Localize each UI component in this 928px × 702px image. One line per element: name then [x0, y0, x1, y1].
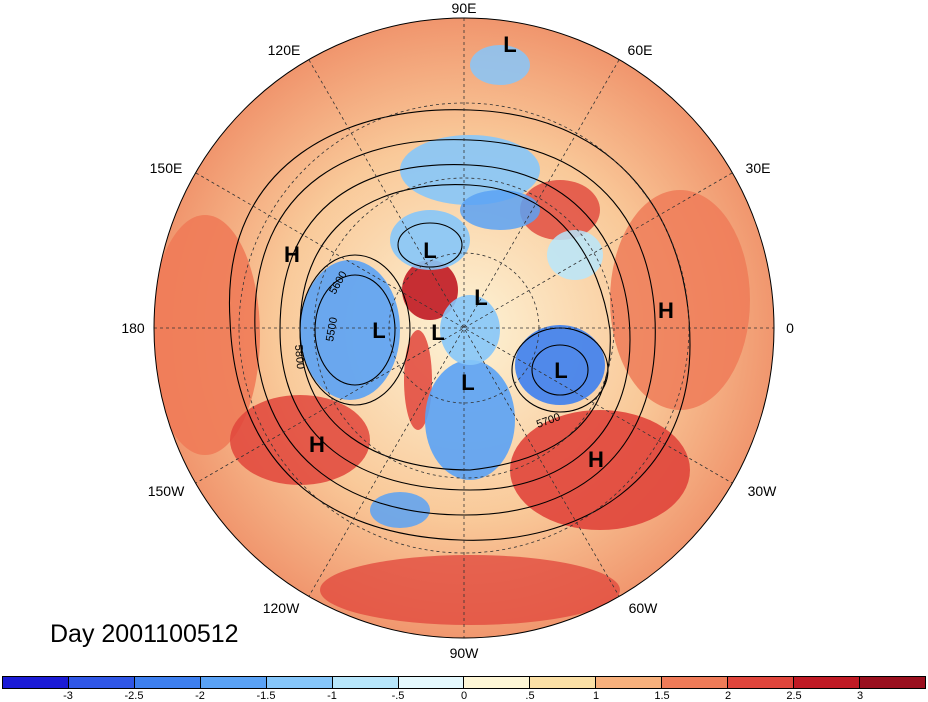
- contour-label: 5500: [324, 316, 340, 342]
- colorbar-tick-label: 1.5: [654, 690, 670, 702]
- low-center-label: L: [503, 32, 516, 57]
- lon-label-150e: 150E: [149, 160, 183, 176]
- low-center-label: L: [554, 358, 567, 383]
- colorbar-segment: [530, 677, 597, 688]
- high-center-label: H: [588, 447, 604, 472]
- lon-label-30e: 30E: [745, 160, 771, 176]
- colorbar-tick-label: .5: [525, 690, 535, 702]
- anomaly-field: [154, 18, 774, 638]
- colorbar-tick-label: -3: [63, 690, 73, 702]
- colorbar-tick-label: -2: [195, 690, 205, 702]
- colorbar-tick-label: -2.5: [124, 690, 144, 702]
- high-center-label: H: [658, 298, 674, 323]
- colorbar-tick-label: 2.5: [786, 690, 802, 702]
- colorbar-tick-label: 2: [724, 690, 732, 702]
- colorbar-segment: [200, 677, 267, 688]
- colorbar-tick-label: -1: [327, 690, 337, 702]
- low-center-label: L: [423, 238, 436, 263]
- colorbar-tick-label: -1.5: [256, 690, 276, 702]
- high-center-label: H: [309, 432, 325, 457]
- lon-label-90e: 90E: [451, 0, 477, 16]
- colorbar: [2, 676, 926, 689]
- map-border: [153, 17, 775, 639]
- colorbar-tick-label: 3: [856, 690, 864, 702]
- low-center-label: L: [474, 285, 487, 310]
- low-center-label: L: [461, 370, 474, 395]
- colorbar-segment: [398, 677, 465, 688]
- map-title: Day 2001100512: [50, 620, 239, 648]
- lon-label-60w: 60W: [628, 600, 658, 616]
- colorbar-segment: [266, 677, 333, 688]
- lon-label-30w: 30W: [747, 483, 777, 499]
- lon-label-120w: 120W: [262, 600, 300, 616]
- colorbar-segment: [3, 677, 69, 688]
- low-center-label: L: [431, 320, 444, 345]
- high-center-label: H: [284, 242, 300, 267]
- lon-label-150w: 150W: [147, 483, 185, 499]
- lon-label-0: 0: [786, 320, 794, 336]
- colorbar-segment: [134, 677, 201, 688]
- colorbar-segment: [464, 677, 531, 688]
- lon-label-90w: 90W: [449, 645, 479, 661]
- colorbar-tick-label: 0: [460, 690, 468, 702]
- low-center-label: L: [372, 318, 385, 343]
- colorbar-segment: [794, 677, 860, 688]
- lon-label-180: 180: [121, 320, 145, 336]
- contour-label: 5800: [292, 344, 306, 369]
- graticule: [154, 18, 774, 638]
- colorbar-segment: [859, 677, 925, 688]
- lon-label-120e: 120E: [267, 42, 301, 58]
- colorbar-segment: [596, 677, 663, 688]
- colorbar-segment: [728, 677, 795, 688]
- colorbar-segment: [68, 677, 135, 688]
- lon-label-60e: 60E: [627, 42, 653, 58]
- colorbar-tick-label: 1: [592, 690, 600, 702]
- colorbar-segment: [332, 677, 399, 688]
- colorbar-tick-label: -.5: [391, 690, 405, 702]
- colorbar-segment: [662, 677, 729, 688]
